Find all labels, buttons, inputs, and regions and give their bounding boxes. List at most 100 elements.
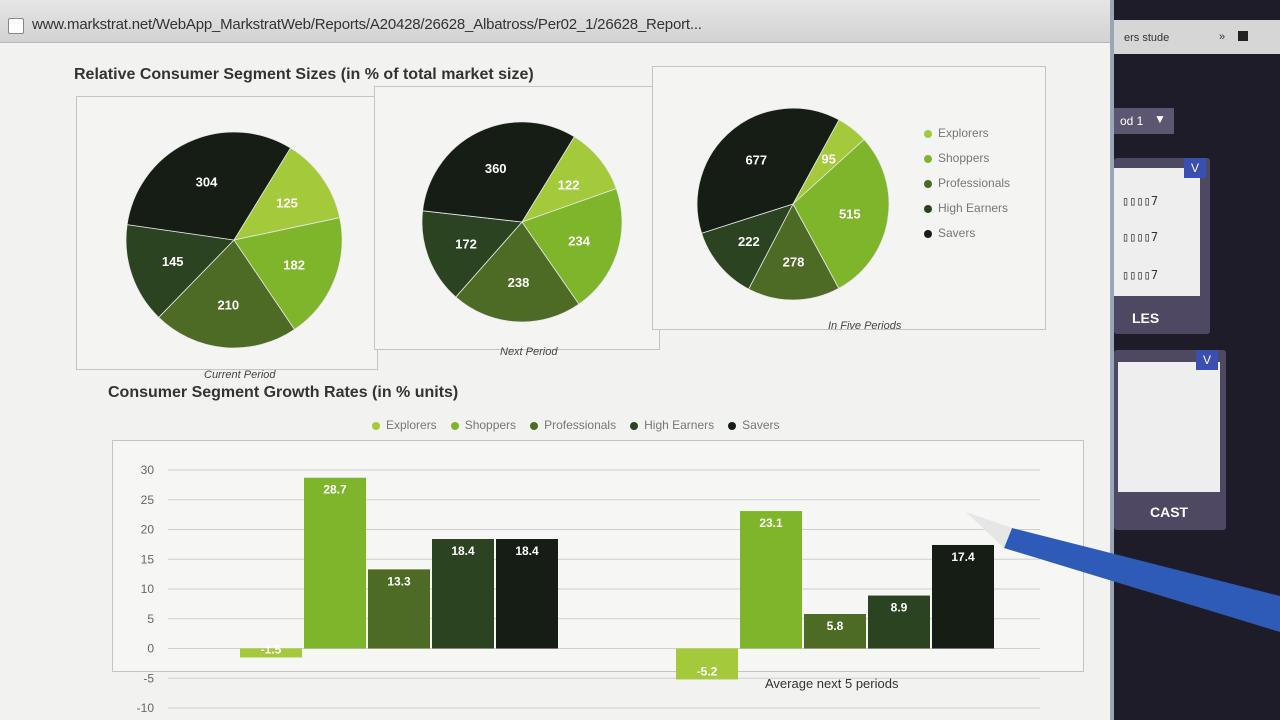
bar-legend-item: Explorers [372, 418, 437, 432]
pie-slice-savers [422, 121, 575, 223]
legend-label: Shoppers [464, 418, 517, 432]
period-dropdown[interactable]: od 1 ▼ [1114, 108, 1174, 134]
pie-slice-label: 122 [558, 177, 580, 192]
pie-slice-shoppers [233, 217, 343, 331]
legend-label: Explorers [938, 126, 989, 140]
pie-slice-label: 95 [821, 152, 835, 167]
bar-explorers [676, 648, 738, 680]
pie-slice-label: 182 [283, 257, 305, 272]
bar-explorers [240, 648, 302, 658]
y-tick-label: 0 [147, 642, 154, 656]
bar-professionals [804, 613, 866, 649]
pie-slice-label: 234 [568, 234, 590, 249]
pie-slice-label: 222 [738, 234, 760, 249]
bar-professionals [368, 569, 430, 649]
pie-caption-current: Current Period [204, 369, 276, 381]
address-bar[interactable]: www.markstrat.net/WebApp_MarkstratWeb/Re… [0, 0, 1110, 43]
bars-title: Consumer Segment Growth Rates (in % unit… [108, 384, 459, 401]
pie-legend-item: Professionals [924, 176, 1010, 190]
forecast-card-label: CAST [1150, 504, 1189, 520]
pie-slice-label: 210 [217, 298, 239, 313]
legend-swatch [924, 129, 932, 138]
y-tick-label: 30 [141, 463, 155, 477]
bar-value-label: 18.4 [515, 544, 539, 558]
sales-card-label: LES [1132, 310, 1160, 326]
pie-legend-item: Explorers [924, 126, 989, 140]
forecast-card-badge[interactable]: V [1196, 350, 1218, 370]
bar-legend-item: High Earners [630, 418, 714, 432]
browser-window: www.markstrat.net/WebApp_MarkstratWeb/Re… [0, 0, 1138, 720]
legend-swatch [924, 204, 932, 213]
y-tick-label: -5 [143, 671, 154, 685]
pie-slice-explorers [521, 136, 617, 223]
bar-value-label: 5.8 [827, 619, 844, 633]
pie-slice-label: 304 [196, 174, 218, 189]
y-tick-label: -10 [137, 701, 155, 715]
legend-label: Explorers [386, 418, 437, 432]
pie-slice-high-earners [421, 210, 523, 298]
pie-slice-label: 278 [783, 255, 805, 270]
legend-swatch [924, 229, 932, 238]
sales-card-badge[interactable]: V [1184, 158, 1206, 178]
bar-value-label: -5.2 [697, 664, 718, 678]
bar-value-label: 8.9 [891, 601, 908, 615]
y-tick-label: 20 [141, 523, 155, 537]
pie-slice-professionals [158, 239, 296, 349]
legend-label: Shoppers [938, 151, 990, 165]
sales-card-row: ▯▯▯▯7 [1122, 268, 1159, 282]
y-tick-label: 25 [141, 493, 155, 507]
pie-slice-savers [696, 107, 840, 234]
bar-shoppers [740, 511, 802, 649]
bar-value-label: 28.7 [323, 483, 347, 497]
pie-slice-explorers [233, 147, 341, 241]
pie-slice-professionals [748, 203, 840, 301]
legend-swatch [728, 421, 737, 430]
bar-value-label: -1.5 [261, 642, 282, 656]
pie-legend-item: Shoppers [924, 151, 989, 165]
bar-legend-item: Savers [728, 418, 780, 432]
pie-slice-label: 172 [455, 237, 477, 252]
bar-savers [932, 544, 994, 649]
sales-card-row: ▯▯▯▯7 [1122, 230, 1159, 244]
period-dropdown-value: od 1 [1120, 114, 1144, 128]
pie-caption-next: Next Period [500, 346, 558, 358]
background-tab[interactable]: ers stude » [1114, 20, 1280, 54]
legend-swatch [924, 154, 932, 163]
pie-slice-label: 677 [745, 153, 767, 168]
pie-legend-item: High Earners [924, 201, 1008, 215]
pie-slice-label: 238 [508, 275, 530, 290]
sales-card-row: ▯▯▯▯7 [1122, 194, 1159, 208]
bar-chart: 30 25 20 15 10 5 0 -5 -10 -1.5 28.7 13.3 18.4 18.4 -5.… [137, 463, 1040, 715]
bar-high-earners [432, 539, 494, 649]
pie-slice-savers [126, 131, 292, 241]
legend-label: High Earners [938, 201, 1009, 215]
pie-slice-label: 145 [162, 254, 184, 269]
pies-title: Relative Consumer Segment Sizes (in % of… [74, 66, 534, 83]
tab-overflow-icon[interactable]: » [1219, 31, 1226, 43]
chevron-down-icon: ▼ [1154, 112, 1166, 126]
forecast-card[interactable]: V CAST [1114, 350, 1226, 530]
pie-charts: 125 182 210 145 304 122 234 238 172 360 95 515 278 22… [125, 107, 890, 349]
legend-swatch [924, 179, 932, 188]
legend-swatch [372, 421, 380, 430]
pie-slice-label: 515 [839, 207, 861, 222]
x-category-label: Average next 5 periods [765, 676, 899, 691]
legend-swatch [530, 421, 539, 430]
legend-label: Savers [742, 418, 780, 432]
legend-label: High Earners [644, 418, 715, 432]
pie-slice-label: 360 [485, 161, 507, 176]
legend-swatch [630, 421, 639, 430]
bar-value-label: 23.1 [759, 516, 783, 530]
pie-legend-item: Savers [924, 226, 975, 240]
legend-swatch [450, 421, 459, 430]
url-text[interactable]: www.markstrat.net/WebApp_MarkstratWeb/Re… [32, 16, 702, 33]
legend-label: Professionals [544, 418, 617, 432]
sales-card[interactable]: V ▯▯▯▯7 ▯▯▯▯7 ▯▯▯▯7 LES [1114, 158, 1210, 334]
y-tick-label: 15 [141, 552, 155, 566]
bar-legend-item: Shoppers [450, 418, 517, 432]
pie-caption-five: In Five Periods [828, 320, 902, 332]
pie-slice-high-earners [701, 203, 794, 290]
bar-value-label: 13.3 [387, 574, 411, 588]
forecast-card-body [1118, 362, 1220, 492]
page-icon [8, 18, 24, 34]
